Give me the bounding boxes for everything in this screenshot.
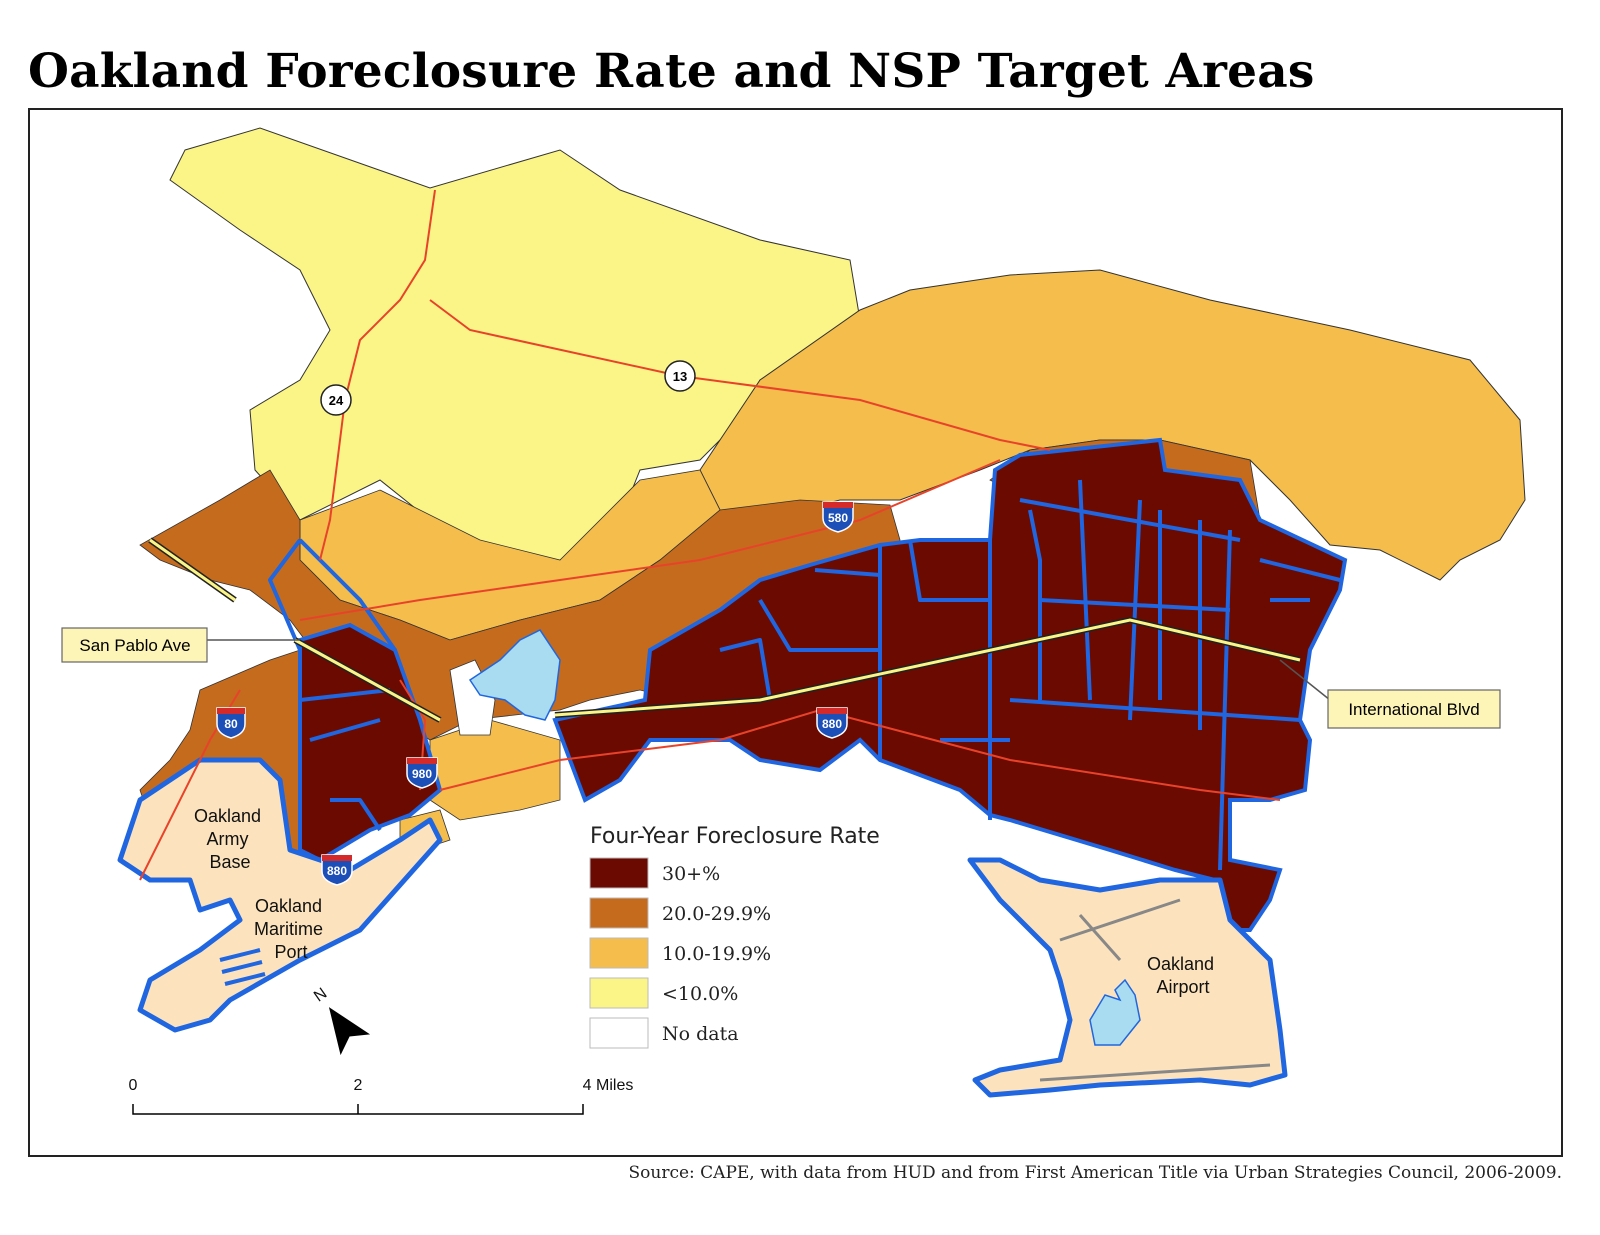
zone-10-20-downtown [429, 719, 561, 821]
shield-i880-west: 880 [321, 854, 353, 886]
place-army-base: Oakland Army Base [194, 806, 266, 872]
shield-i880-east: 880 [816, 707, 848, 739]
airport-runways [1039, 898, 1271, 1082]
legend-label-3: <10.0% [662, 983, 738, 1005]
shield-i980: 980 [406, 757, 438, 789]
i580-label: 580 [828, 511, 848, 525]
scale-label-0: 0 [129, 1077, 138, 1094]
shield-i80: 80 [216, 707, 246, 739]
place-maritime-port: Oakland Maritime Port [254, 896, 328, 962]
zone-10-20-east [699, 269, 1526, 581]
i880-east-label: 880 [822, 717, 842, 731]
legend-swatch-0 [589, 857, 649, 889]
i80-label: 80 [224, 717, 238, 731]
source-note: Source: CAPE, with data from HUD and fro… [628, 1163, 1563, 1183]
legend-label-0: 30+% [662, 863, 720, 885]
callout-international: International Blvd [1279, 659, 1501, 729]
north-label: N [311, 985, 330, 1006]
san-pablo-label: San Pablo Ave [79, 636, 190, 655]
airport-land [967, 857, 1288, 1098]
i980-label: 980 [412, 767, 432, 781]
highways [139, 189, 1281, 881]
port-land [117, 757, 443, 1033]
legend-swatch-2 [589, 937, 649, 969]
shield-i580: 580 [822, 501, 854, 533]
legend-label-4: No data [662, 1023, 739, 1045]
north-arrow: N [311, 985, 371, 1056]
scale-bar: 0 2 4 Miles [129, 1077, 634, 1115]
nsp-target-boundaries [268, 479, 1341, 871]
international-label: International Blvd [1348, 700, 1479, 719]
legend-swatch-3 [589, 977, 649, 1009]
legend: Four-Year Foreclosure Rate 30+% 20.0-29.9… [589, 824, 880, 1049]
map-title: Oakland Foreclosure Rate and NSP Target … [28, 44, 1315, 99]
airport-lagoon [1089, 978, 1141, 1046]
i880-west-label: 880 [327, 864, 347, 878]
place-airport: Oakland Airport [1147, 954, 1219, 997]
port-berths [219, 948, 266, 986]
legend-swatch-4 [589, 1017, 649, 1049]
legend-label-1: 20.0-29.9% [662, 903, 771, 925]
shield-sr13: 13 [664, 360, 696, 392]
sr13-label: 13 [673, 369, 687, 384]
scale-label-4: 4 Miles [583, 1077, 634, 1094]
legend-label-2: 10.0-19.9% [662, 943, 771, 965]
callout-san-pablo: San Pablo Ave [61, 627, 300, 663]
shield-sr24: 24 [320, 384, 352, 416]
sr24-label: 24 [329, 393, 344, 408]
lake-merritt [468, 629, 561, 721]
scale-label-2: 2 [354, 1077, 363, 1094]
corridors [148, 537, 1301, 723]
legend-swatch-1 [589, 897, 649, 929]
legend-title: Four-Year Foreclosure Rate [590, 824, 880, 849]
